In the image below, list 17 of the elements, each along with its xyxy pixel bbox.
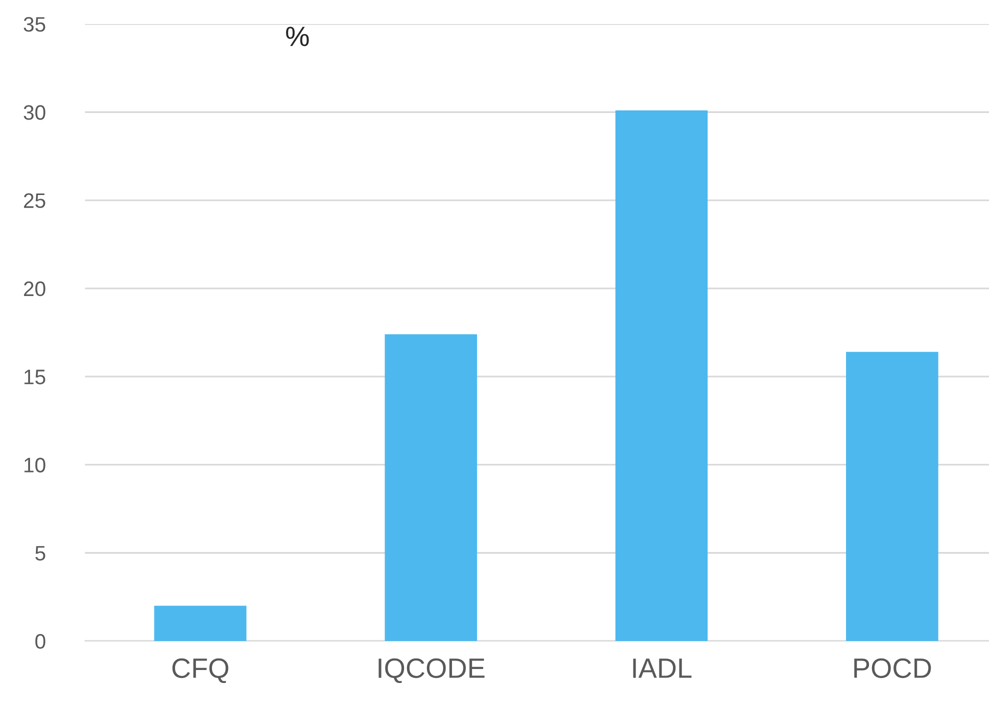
x-tick-label: IADL [633, 658, 692, 678]
y-tick-label: 0 [35, 634, 46, 649]
bar [846, 352, 938, 641]
x-tick-label: IQCODE [378, 658, 485, 684]
y-tick-label: 5 [35, 546, 46, 561]
y-tick-label: 15 [24, 370, 46, 384]
bar [154, 606, 246, 641]
x-tick-label: POCD [854, 658, 931, 678]
bar [615, 110, 708, 641]
y-axis-title: % [286, 26, 309, 46]
x-tick-label: CFQ [172, 658, 228, 684]
y-tick-label: 30 [24, 105, 46, 120]
y-tick-label: 35 [24, 17, 46, 32]
y-tick-label: 25 [24, 193, 46, 208]
bar [384, 334, 478, 641]
y-tick-label: 10 [24, 458, 46, 472]
y-tick-label: 20 [24, 281, 46, 296]
